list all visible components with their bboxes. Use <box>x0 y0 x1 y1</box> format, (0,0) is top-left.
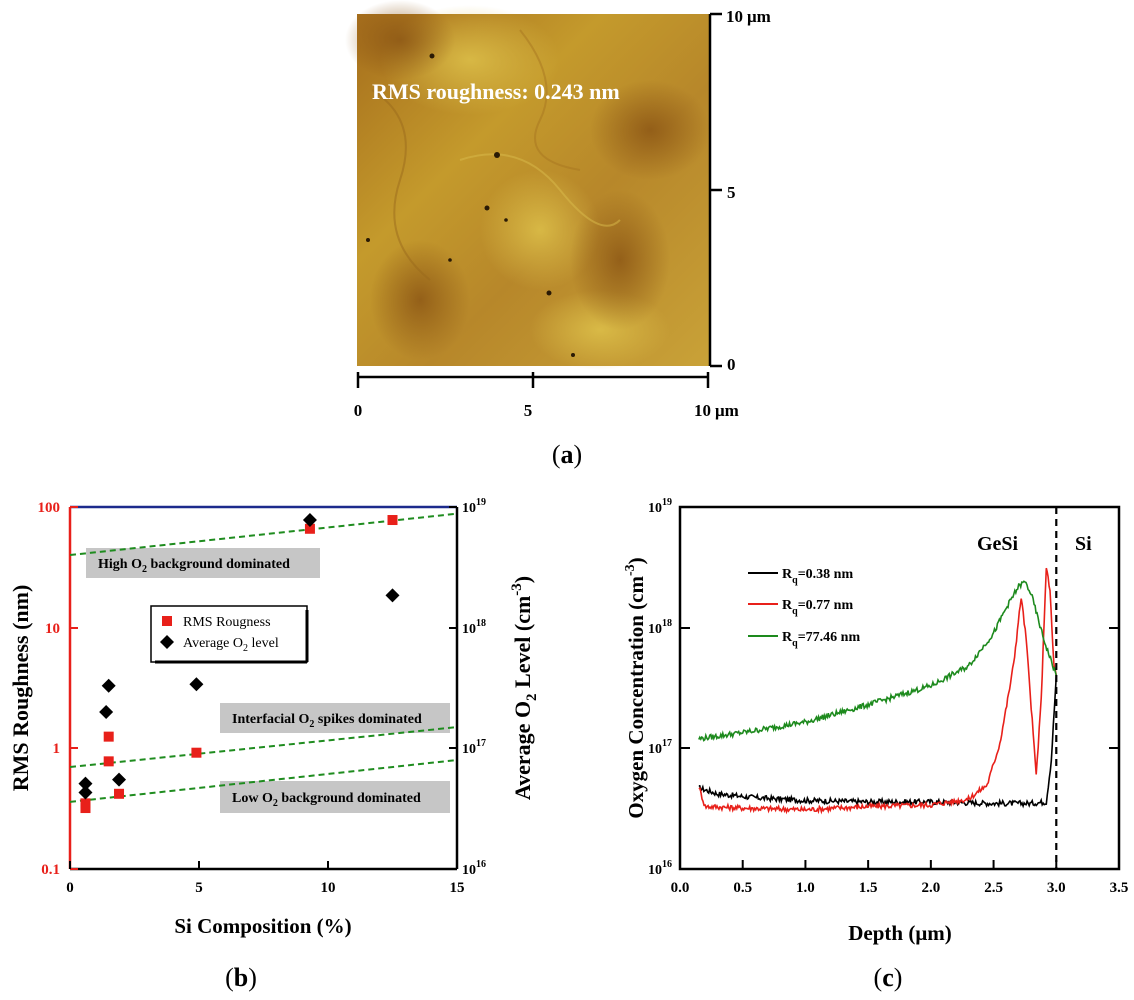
b-y-axis-title: RMS Roughness (nm) <box>8 585 33 792</box>
b-o2-point <box>189 677 204 692</box>
c-region-gesi: GeSi <box>977 533 1019 555</box>
b-annotation-low: Low O2 background dominated <box>232 791 421 809</box>
afm-x-tick-label: 5 <box>524 401 533 420</box>
b-x-axis-title: Si Composition (%) <box>174 914 351 938</box>
b-roughness-point <box>103 756 114 767</box>
afm-image <box>345 0 710 370</box>
afm-right-axis <box>708 12 722 368</box>
afm-pit <box>546 290 552 296</box>
b-trend-line <box>70 726 457 769</box>
c-legend-label: Rq=0.38 nm <box>782 567 853 586</box>
c-legend: Rq=0.38 nm Rq=0.77 nm Rq=77.46 nm <box>748 567 860 649</box>
panel-c: 1016 1017 1018 1019 0.0 0.5 1.0 1.5 2.0 2.5 3.… <box>623 497 1128 992</box>
c-x-tick-label: 3.0 <box>1047 880 1066 896</box>
afm-pit <box>484 205 490 211</box>
b-o2-point <box>99 705 114 720</box>
b-annotation-box <box>220 781 450 813</box>
c-x-tick-label: 1.5 <box>859 880 878 896</box>
b-o2-point <box>302 513 317 528</box>
b-roughness-point <box>304 523 315 534</box>
b-y-tick-label: 10 <box>45 621 60 637</box>
b-y2-tick-label: 1018 <box>462 618 486 637</box>
panel-b-label: (b) <box>225 963 257 992</box>
b-o2-point <box>112 772 127 787</box>
afm-pit <box>504 218 508 222</box>
panel-a-label: (a) <box>552 440 582 469</box>
c-x-ticks: 0.0 0.5 1.0 1.5 2.0 2.5 3.0 3.5 <box>671 860 1129 896</box>
b-roughness-point <box>191 747 202 758</box>
b-x-ticks <box>69 861 458 869</box>
c-legend-label: Rq=0.77 nm <box>782 598 853 617</box>
afm-roughness-overlay: RMS roughness: 0.243 nm <box>372 79 620 104</box>
b-o2-point <box>78 776 93 791</box>
afm-pit <box>494 152 500 158</box>
c-series-line <box>698 580 1058 742</box>
c-x-axis-title: Depth (μm) <box>848 921 951 945</box>
b-annotation-high: High O2 background dominated <box>98 557 290 575</box>
b-legend-label: RMS Rougness <box>183 615 271 630</box>
b-roughness-point <box>387 515 398 526</box>
c-x-tick-label: 0.5 <box>733 880 752 896</box>
b-o2-point <box>78 785 93 800</box>
b-roughness-point <box>114 788 125 799</box>
afm-pit <box>448 258 452 262</box>
afm-x-tick-label: 10 μm <box>694 401 739 420</box>
c-y-tick-label: 1019 <box>648 497 672 516</box>
b-annotation-box <box>86 548 320 578</box>
b-roughness-point <box>80 798 91 809</box>
b-right-ticks <box>449 506 457 870</box>
b-annotation-interfacial: Interfacial O2 spikes dominated <box>232 712 422 730</box>
b-x-tick-label: 10 <box>321 880 336 896</box>
c-series-line <box>698 567 1058 815</box>
panel-c-label: (c) <box>874 963 903 992</box>
c-y-axis-title: Oxygen Concentration (cm-3) <box>623 557 648 818</box>
afm-bottom-axis <box>356 372 710 388</box>
c-y-tick-label: 1016 <box>648 859 672 878</box>
c-legend-label: Rq=77.46 nm <box>782 630 860 649</box>
b-legend-square-marker <box>162 616 172 626</box>
c-region-si: Si <box>1075 533 1092 555</box>
afm-y-tick-label: 0 <box>727 355 736 374</box>
afm-y-tick-label: 10 μm <box>726 7 771 26</box>
b-points <box>78 513 400 814</box>
c-x-tick-label: 2.5 <box>984 880 1003 896</box>
c-x-tick-label: 0.0 <box>671 880 690 896</box>
b-legend: RMS Rougness Average O2 level <box>150 605 309 664</box>
b-y2-axis-title: Average O2 Level (cm-3) <box>509 576 540 800</box>
c-y-ticks <box>680 506 1119 870</box>
b-roughness-point <box>103 731 114 742</box>
afm-pit <box>429 53 435 59</box>
b-annotation-box <box>220 703 450 733</box>
panel-a: RMS roughness: 0.243 nm 10 μm 5 0 0 5 10 μ… <box>345 0 771 469</box>
b-x-tick-label: 5 <box>195 880 203 896</box>
afm-y-tick-label: 5 <box>727 183 736 202</box>
b-y2-tick-label: 1019 <box>462 497 486 516</box>
b-x-tick-label: 15 <box>450 880 465 896</box>
c-frame <box>678 505 1121 871</box>
c-x-tick-label: 1.0 <box>796 880 815 896</box>
panel-b: 0.1 1 10 100 1016 1017 1018 1019 0 5 10 … <box>8 497 540 992</box>
b-trend-line <box>70 759 457 803</box>
c-series-line <box>698 675 1058 809</box>
c-series <box>698 507 1058 869</box>
b-legend-diamond-marker <box>160 635 174 649</box>
c-y-tick-label: 1017 <box>648 738 672 757</box>
afm-pit <box>366 238 370 242</box>
b-o2-point <box>385 588 400 603</box>
afm-pit <box>571 353 575 357</box>
b-y-tick-label: 100 <box>38 500 61 516</box>
b-y2-tick-label: 1017 <box>462 738 486 757</box>
b-legend-label: Average O2 level <box>183 636 279 654</box>
b-x-tick-label: 0 <box>66 880 74 896</box>
b-left-ticks <box>70 506 78 870</box>
b-y-tick-label: 1 <box>53 741 61 757</box>
b-o2-point <box>101 678 116 693</box>
afm-x-tick-label: 0 <box>354 401 363 420</box>
c-x-tick-label: 3.5 <box>1110 880 1129 896</box>
b-y2-tick-label: 1016 <box>462 859 486 878</box>
b-y-tick-label: 0.1 <box>41 862 60 878</box>
c-x-tick-label: 2.0 <box>921 880 940 896</box>
c-y-tick-label: 1018 <box>648 618 672 637</box>
